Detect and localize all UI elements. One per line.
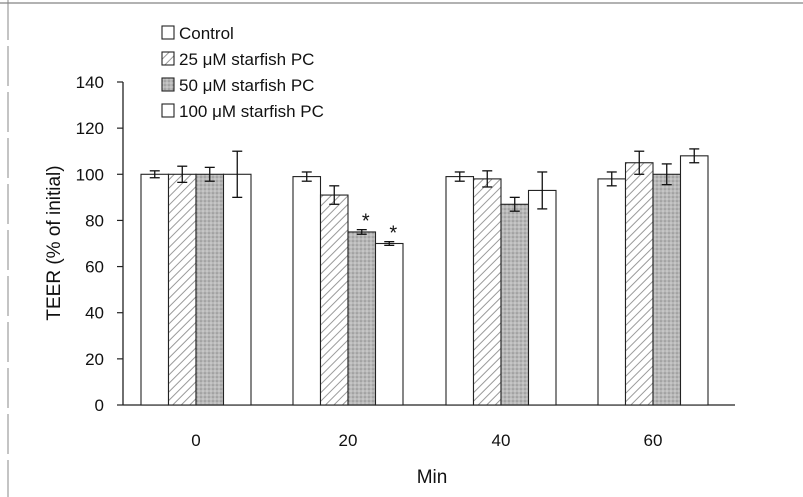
significance-marker: * <box>362 211 370 233</box>
y-tick-label: 80 <box>85 211 104 230</box>
bar <box>319 194 349 406</box>
bar <box>597 178 627 406</box>
y-tick-label: 120 <box>76 119 104 138</box>
bar <box>347 231 377 406</box>
bar <box>472 178 502 406</box>
bars <box>140 155 709 406</box>
x-axis-title: Min <box>417 467 448 488</box>
legend-swatch <box>161 51 175 66</box>
y-tick-label: 40 <box>85 304 104 323</box>
bar <box>527 189 557 406</box>
y-tick-label: 60 <box>85 258 104 277</box>
y-ticks: 0 20 40 60 80 100 120 140 <box>76 73 123 415</box>
bar <box>167 173 197 406</box>
x-tick-label: 40 <box>492 431 511 450</box>
bar <box>652 173 682 406</box>
bar <box>374 242 404 406</box>
bar <box>445 176 475 406</box>
error-bars <box>149 148 700 246</box>
bar <box>292 176 322 406</box>
legend-label: Control <box>179 24 234 43</box>
y-tick-label: 100 <box>76 165 104 184</box>
legend-swatch <box>161 25 175 40</box>
bar <box>679 155 709 406</box>
legend-swatch <box>161 103 175 118</box>
y-axis: 0 20 40 60 80 100 120 140 <box>76 73 124 415</box>
y-tick-label: 0 <box>95 396 104 415</box>
x-tick-label: 0 <box>191 431 200 450</box>
bar <box>500 203 530 406</box>
x-tick-label: 20 <box>339 431 358 450</box>
bar <box>195 173 225 406</box>
legend-label: 25 μM starfish PC <box>179 50 314 69</box>
bar <box>140 173 170 406</box>
x-axis: 0 20 40 60 <box>123 404 735 450</box>
y-tick-label: 140 <box>76 73 104 92</box>
legend: Control 25 μM starfish PC 50 μM starfish P… <box>161 24 324 121</box>
x-tick-label: 60 <box>644 431 663 450</box>
bar <box>624 162 654 406</box>
legend-label: 50 μM starfish PC <box>179 76 314 95</box>
bar <box>222 173 252 406</box>
legend-swatch <box>161 77 175 92</box>
y-tick-label: 20 <box>85 350 104 369</box>
significance-marker: * <box>389 223 397 245</box>
x-ticks: 0 20 40 60 <box>191 431 662 450</box>
annotations: ** <box>362 211 398 245</box>
legend-label: 100 μM starfish PC <box>179 102 324 121</box>
y-axis-title: TEER (% of initial) <box>44 165 65 320</box>
